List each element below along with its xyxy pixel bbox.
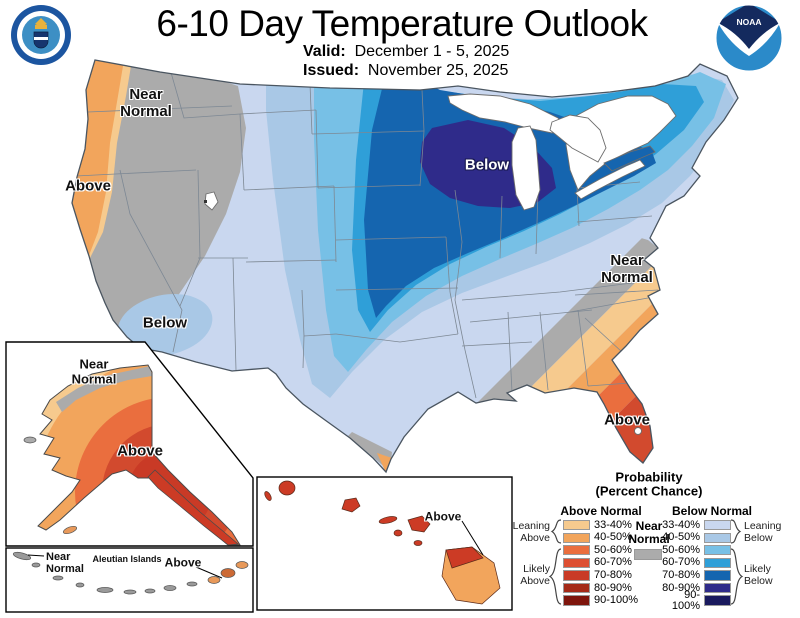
- issued-value: November 25, 2025: [367, 62, 509, 79]
- legend-swatch: [704, 545, 731, 556]
- legend-range-label: 60-70%: [662, 556, 700, 569]
- legend-row: 70-80%: [563, 569, 638, 582]
- legend-likely-below: Likely Below: [744, 563, 773, 587]
- legend-range-label: 33-40%: [594, 518, 632, 531]
- legend-swatch: [704, 557, 731, 568]
- legend-swatch: [704, 595, 731, 606]
- legend-braces: [548, 519, 744, 605]
- legend-likely-above: Likely Above: [520, 563, 550, 587]
- label-fl-above: Above: [604, 411, 650, 429]
- legend-range-label: 60-70%: [594, 556, 632, 569]
- legend-swatch: [563, 545, 590, 556]
- legend-row: 80-90%: [563, 582, 638, 595]
- legend-leaning-below: Leaning Below: [744, 520, 782, 544]
- legend-above-header: Above Normal: [560, 504, 642, 518]
- page-title: 6-10 Day Temperature Outlook: [156, 3, 648, 44]
- label-ak-above: Above: [117, 442, 163, 460]
- legend-near-line1: Near: [635, 519, 663, 533]
- commerce-seal-logo: [11, 5, 71, 65]
- legend-swatch: [704, 520, 731, 531]
- legend-row: 33-40%: [563, 519, 638, 532]
- legend-row: 60-70%: [563, 557, 638, 570]
- legend-swatch: [563, 570, 590, 581]
- legend-row: 80-90%: [658, 582, 731, 595]
- label-se-near-normal: Near Normal: [601, 252, 653, 286]
- issued-label: Issued:: [303, 62, 360, 79]
- label-aleutian-near-normal: Near Normal: [46, 551, 84, 576]
- noaa-logo-text: NOAA: [736, 17, 762, 27]
- label-midwest-below: Below: [464, 156, 510, 174]
- alaska-inset: [5, 341, 254, 547]
- legend-range-label: 50-60%: [662, 543, 700, 556]
- valid-label: Valid:: [303, 43, 346, 60]
- label-sw-below: Below: [142, 314, 188, 332]
- label-ak-near-normal: Near Normal: [71, 356, 117, 386]
- legend-swatch: [563, 532, 590, 543]
- legend-leaning-above: Leaning Above: [512, 520, 550, 544]
- legend-near-swatch: [634, 549, 662, 560]
- legend-range-label: 70-80%: [594, 568, 632, 581]
- label-west-above: Above: [65, 177, 111, 195]
- valid-line: Valid: December 1 - 5, 2025: [303, 42, 509, 61]
- legend-row: 70-80%: [658, 569, 731, 582]
- legend-range-label: 70-80%: [662, 568, 700, 581]
- legend-row: 40-50%: [658, 532, 731, 545]
- legend-row: 90-100%: [563, 594, 638, 607]
- legend-swatch: [563, 582, 590, 594]
- legend-range-label: 40-50%: [662, 531, 700, 544]
- legend-row: 50-60%: [658, 544, 731, 557]
- legend-swatch: [704, 532, 731, 543]
- legend-near-line2: Normal: [628, 532, 670, 546]
- legend-row: 40-50%: [563, 532, 638, 545]
- legend-above-rows: 33-40% 40-50% 50-60% 60-70% 70-80% 80-90% 90-1…: [563, 519, 638, 607]
- valid-value: December 1 - 5, 2025: [354, 43, 510, 60]
- legend-below-rows: 33-40% 40-50% 50-60% 60-70% 70-80% 80-90% 90-1…: [658, 519, 731, 611]
- state-borders: [75, 61, 659, 399]
- label-nw-near-normal: Near Normal: [120, 86, 172, 120]
- legend-subtitle: (Percent Chance): [595, 483, 703, 499]
- great-lakes: [204, 93, 677, 435]
- hawaii-inset: [256, 476, 513, 611]
- legend-title: Probability: [615, 469, 683, 485]
- legend-range-label: 90-100%: [671, 588, 700, 612]
- legend-swatch: [563, 595, 590, 606]
- legend-row: 50-60%: [563, 544, 638, 557]
- legend-row: 60-70%: [658, 557, 731, 570]
- legend-range-label: 33-40%: [662, 518, 700, 531]
- noaa-logo: [715, 4, 783, 72]
- issued-line: Issued: November 25, 2025: [303, 61, 509, 80]
- legend-below-header: Below Normal: [671, 504, 753, 518]
- legend-row: 90-100%: [658, 589, 731, 611]
- legend-range-label: 50-60%: [594, 543, 632, 556]
- legend-range-label: 90-100%: [594, 594, 639, 607]
- legend-row: 33-40%: [658, 519, 731, 532]
- legend-range-label: 40-50%: [594, 531, 632, 544]
- legend-swatch: [563, 557, 590, 568]
- aleutian-inset: [5, 547, 254, 613]
- label-aleutian-islands: Aleutian Islands: [92, 553, 162, 564]
- legend-swatch: [563, 520, 590, 531]
- legend-range-label: 80-90%: [662, 581, 700, 594]
- label-aleutian-above: Above: [164, 555, 202, 570]
- legend-swatch: [704, 570, 731, 581]
- valid-issued-block: Valid: December 1 - 5, 2025 Issued: Nove…: [303, 42, 509, 80]
- legend-range-label: 80-90%: [594, 581, 632, 594]
- label-hi-above: Above: [424, 509, 462, 524]
- legend-swatch: [704, 582, 731, 594]
